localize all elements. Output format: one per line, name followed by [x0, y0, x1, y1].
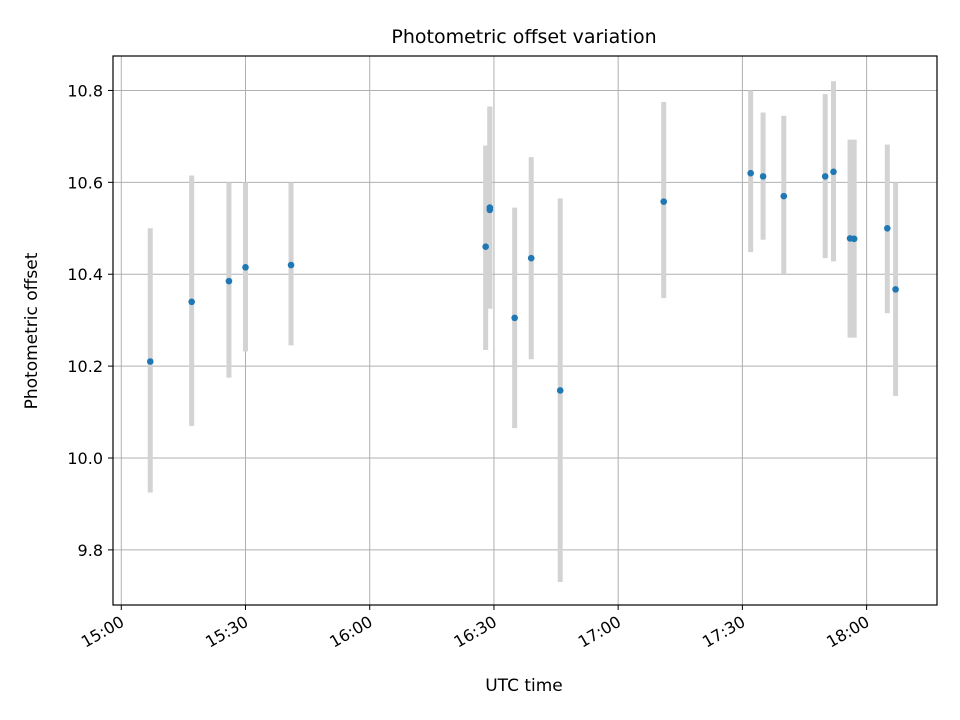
data-point — [556, 387, 564, 394]
y-axis-ticks: 9.8 10.0 10.2 10.4 10.6 10.8 — [67, 81, 113, 560]
x-axis-label: UTC time — [485, 676, 563, 696]
y-tick-label: 10.2 — [67, 357, 103, 376]
data-point — [660, 198, 668, 205]
chart-title: Photometric offset variation — [391, 26, 656, 48]
data-points — [146, 168, 899, 394]
y-axis-label: Photometric offset — [22, 252, 42, 409]
data-point — [146, 358, 154, 365]
y-tick-label: 10.4 — [67, 265, 103, 284]
data-point — [511, 314, 518, 322]
y-tick-label: 9.8 — [78, 541, 103, 560]
y-tick-label: 10.8 — [67, 81, 103, 100]
data-point — [188, 298, 195, 306]
data-point — [527, 254, 535, 262]
data-point — [884, 224, 891, 232]
plot-frame — [112, 55, 938, 606]
data-point — [747, 169, 754, 177]
data-point — [225, 277, 233, 285]
data-point — [830, 168, 837, 176]
data-point — [850, 235, 858, 243]
y-tick-label: 10.6 — [67, 173, 103, 192]
y-tick-label: 10.0 — [67, 449, 103, 468]
data-point — [821, 173, 829, 180]
grid — [113, 56, 937, 605]
data-point — [780, 192, 788, 200]
data-point — [287, 261, 295, 269]
data-point — [482, 243, 489, 250]
data-point — [242, 264, 249, 271]
data-point — [759, 173, 767, 180]
data-point — [486, 204, 494, 211]
data-point — [892, 286, 899, 293]
